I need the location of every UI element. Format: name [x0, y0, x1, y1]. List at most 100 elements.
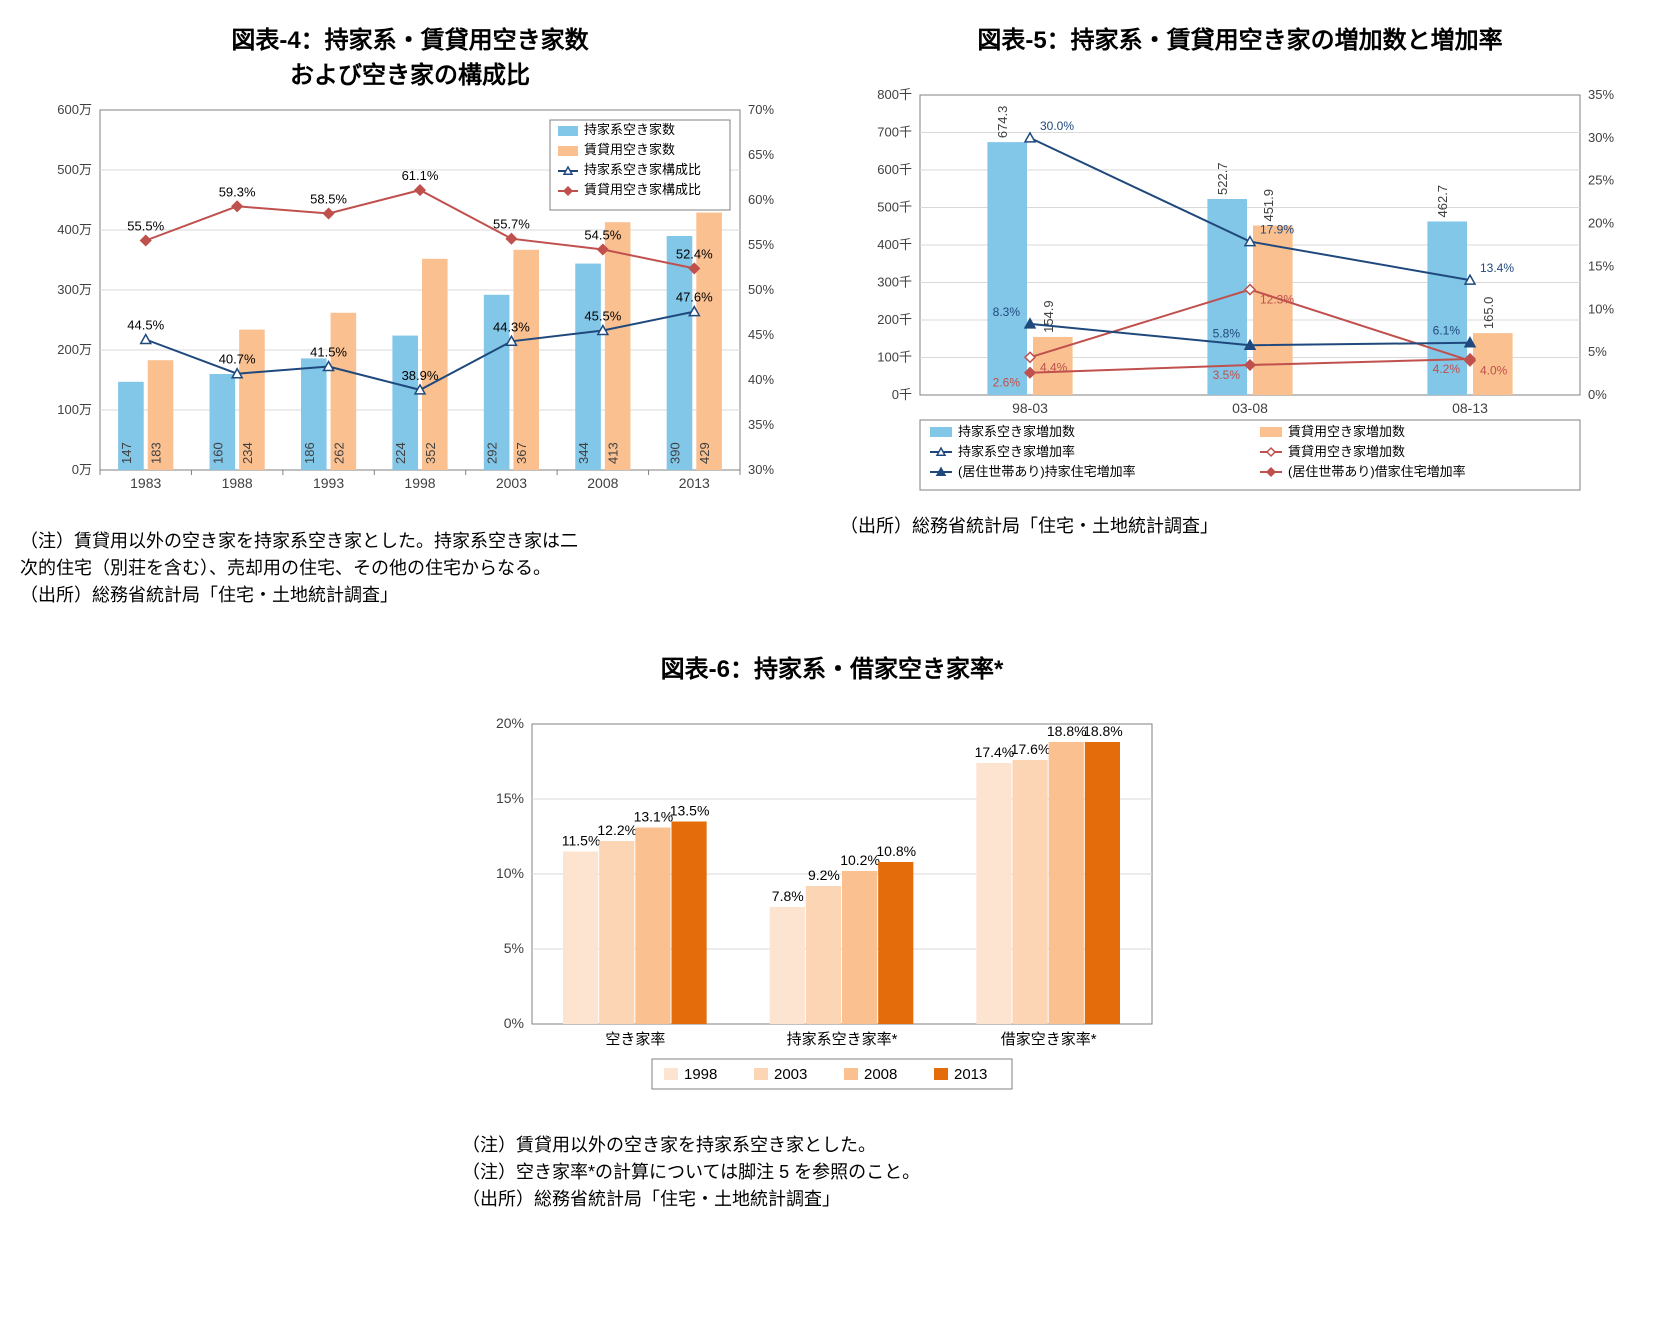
chart5-svg: 0千100千200千300千400千500千600千700千800千0%5%10… [840, 75, 1620, 505]
svg-text:800千: 800千 [877, 87, 912, 102]
svg-text:賃貸用空き家増加数: 賃貸用空き家増加数 [1288, 424, 1405, 439]
chart4-notes: （注）賃貸用以外の空き家を持家系空き家とした。持家系空き家は二次的住宅（別荘を含… [20, 528, 800, 609]
chart6-svg: 0% 5% 10% 15% 20% 空き家率 持家系空き家率* 借家空き家率* 11.5% 7.8… [472, 704, 1192, 1124]
svg-text:0万: 0万 [72, 462, 92, 477]
svg-text:700千: 700千 [877, 125, 912, 140]
chart6-notes: （注）賃貸用以外の空き家を持家系空き家とした。（注）空き家率*の計算については脚… [462, 1132, 1282, 1213]
svg-text:50%: 50% [748, 282, 774, 297]
svg-text:11.5%: 11.5% [562, 833, 601, 849]
svg-text:12.2%: 12.2% [597, 822, 637, 838]
svg-text:59.3%: 59.3% [219, 184, 256, 199]
svg-text:10.2%: 10.2% [840, 852, 880, 868]
svg-text:10%: 10% [496, 865, 524, 881]
svg-text:55.5%: 55.5% [127, 219, 164, 234]
svg-text:462.7: 462.7 [1435, 185, 1450, 218]
svg-text:200万: 200万 [57, 342, 92, 357]
svg-text:5%: 5% [1588, 344, 1607, 359]
svg-text:賃貸用空き家増加数: 賃貸用空き家増加数 [1288, 444, 1405, 459]
svg-text:0千: 0千 [892, 387, 912, 402]
svg-text:35%: 35% [748, 417, 774, 432]
svg-text:300千: 300千 [877, 275, 912, 290]
svg-text:44.5%: 44.5% [127, 318, 164, 333]
svg-text:03-08: 03-08 [1232, 400, 1268, 416]
svg-text:13.1%: 13.1% [634, 809, 674, 825]
svg-text:45%: 45% [748, 327, 774, 342]
svg-text:5%: 5% [504, 940, 524, 956]
chart5-title: 図表-5：持家系・賃貸用空き家の増加数と増加率 [840, 20, 1640, 55]
svg-text:17.4%: 17.4% [975, 744, 1015, 760]
svg-text:13.5%: 13.5% [670, 803, 710, 819]
svg-text:451.9: 451.9 [1261, 189, 1276, 222]
svg-text:借家空き家率*: 借家空き家率* [1001, 1031, 1097, 1048]
svg-text:1993: 1993 [313, 475, 344, 491]
svg-text:522.7: 522.7 [1215, 162, 1230, 195]
svg-text:262: 262 [331, 442, 346, 464]
chart4-svg: 0万100万200万300万400万500万600万30%35%40%45%50… [20, 90, 780, 520]
svg-text:20%: 20% [496, 715, 524, 731]
svg-text:154.9: 154.9 [1041, 300, 1056, 333]
svg-text:160: 160 [210, 442, 225, 464]
svg-text:292: 292 [485, 442, 500, 464]
svg-text:183: 183 [149, 442, 164, 464]
svg-text:600千: 600千 [877, 162, 912, 177]
svg-text:52.4%: 52.4% [676, 246, 713, 261]
svg-text:47.6%: 47.6% [676, 290, 713, 305]
svg-text:2003: 2003 [774, 1066, 807, 1083]
svg-text:30%: 30% [1588, 130, 1614, 145]
svg-text:224: 224 [393, 442, 408, 464]
svg-text:4.0%: 4.0% [1480, 364, 1508, 378]
chart6-title: 図表-6：持家系・借家空き家率* [382, 649, 1282, 684]
svg-text:12.3%: 12.3% [1260, 293, 1294, 307]
svg-text:300万: 300万 [57, 282, 92, 297]
svg-text:持家系空き家構成比: 持家系空き家構成比 [584, 162, 701, 177]
svg-text:100万: 100万 [57, 402, 92, 417]
svg-text:400万: 400万 [57, 222, 92, 237]
svg-text:15%: 15% [1588, 258, 1614, 273]
chart5-notes: （出所）総務省統計局「住宅・土地統計調査」 [840, 513, 1640, 540]
svg-text:54.5%: 54.5% [584, 228, 621, 243]
svg-text:60%: 60% [748, 192, 774, 207]
svg-text:413: 413 [606, 442, 621, 464]
svg-text:17.9%: 17.9% [1260, 223, 1294, 237]
svg-text:70%: 70% [748, 102, 774, 117]
svg-text:賃貸用空き家構成比: 賃貸用空き家構成比 [584, 182, 701, 197]
svg-text:持家系空き家増加数: 持家系空き家増加数 [958, 424, 1075, 439]
svg-text:61.1%: 61.1% [402, 168, 439, 183]
svg-text:65%: 65% [748, 147, 774, 162]
svg-text:40.7%: 40.7% [219, 352, 256, 367]
svg-text:344: 344 [576, 442, 591, 464]
svg-text:55.7%: 55.7% [493, 217, 530, 232]
svg-text:30.0%: 30.0% [1040, 119, 1074, 133]
svg-text:500万: 500万 [57, 162, 92, 177]
svg-text:持家系空き家率*: 持家系空き家率* [787, 1031, 898, 1048]
svg-text:7.8%: 7.8% [772, 888, 804, 904]
svg-text:234: 234 [240, 442, 255, 464]
svg-text:2008: 2008 [587, 475, 618, 491]
svg-text:9.2%: 9.2% [808, 867, 840, 883]
svg-text:2.6%: 2.6% [993, 376, 1021, 390]
svg-text:0%: 0% [1588, 387, 1607, 402]
svg-text:1988: 1988 [222, 475, 253, 491]
svg-text:10.8%: 10.8% [876, 843, 916, 859]
svg-text:147: 147 [119, 442, 134, 464]
svg-text:18.8%: 18.8% [1083, 723, 1123, 739]
svg-text:25%: 25% [1588, 173, 1614, 188]
svg-text:98-03: 98-03 [1012, 400, 1048, 416]
svg-text:空き家率: 空き家率 [605, 1031, 665, 1048]
svg-text:5.8%: 5.8% [1213, 326, 1241, 340]
svg-text:15%: 15% [496, 790, 524, 806]
svg-text:35%: 35% [1588, 87, 1614, 102]
svg-text:8.3%: 8.3% [993, 305, 1021, 319]
svg-text:600万: 600万 [57, 102, 92, 117]
svg-text:367: 367 [514, 442, 529, 464]
svg-text:0%: 0% [504, 1015, 524, 1031]
svg-text:165.0: 165.0 [1481, 297, 1496, 330]
chart4-title: 図表-4：持家系・賃貸用空き家数 および空き家の構成比 [20, 20, 800, 90]
svg-text:55%: 55% [748, 237, 774, 252]
svg-text:674.3: 674.3 [995, 106, 1010, 139]
svg-text:200千: 200千 [877, 312, 912, 327]
svg-text:持家系空き家数: 持家系空き家数 [584, 122, 675, 137]
svg-text:30%: 30% [748, 462, 774, 477]
svg-text:6.1%: 6.1% [1433, 324, 1461, 338]
svg-text:45.5%: 45.5% [584, 309, 621, 324]
